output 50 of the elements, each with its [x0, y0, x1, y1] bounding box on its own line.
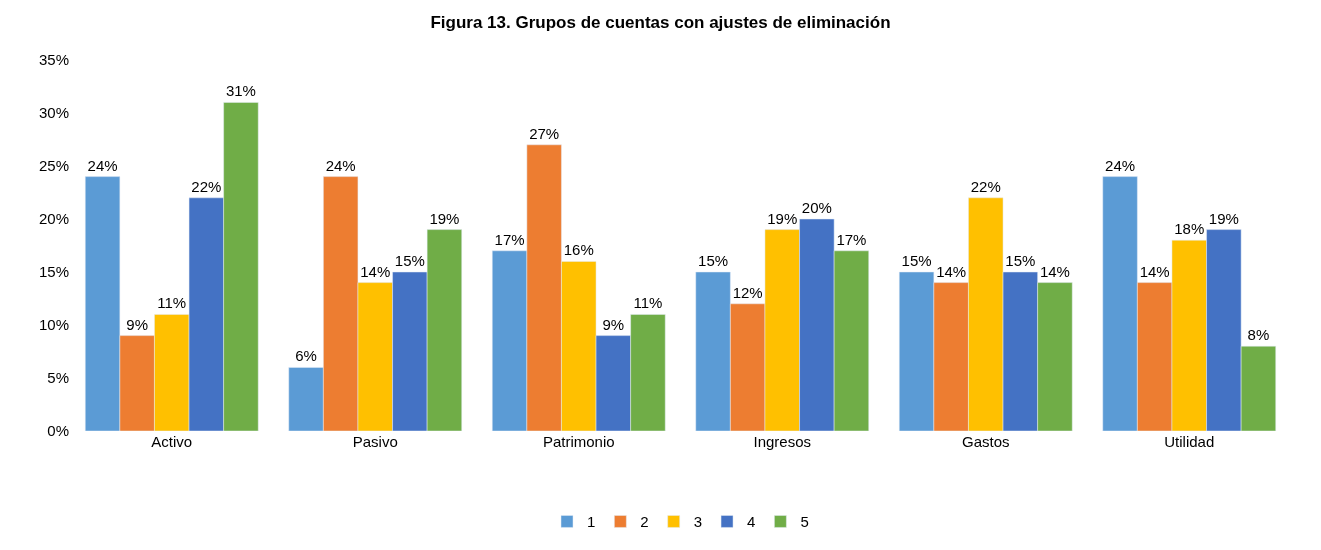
y-tick-label: 20% — [38, 210, 69, 228]
y-tick-label: 15% — [38, 263, 69, 281]
data-label: 12% — [732, 283, 763, 301]
legend-label: 1 — [587, 513, 596, 531]
data-label: 8% — [1247, 326, 1270, 344]
legend-label: 5 — [800, 513, 809, 531]
data-label: 31% — [225, 82, 256, 100]
data-label: 19% — [1208, 209, 1239, 227]
data-label: 24% — [1105, 156, 1136, 174]
legend-label: 4 — [747, 513, 756, 531]
data-label: 17% — [494, 230, 525, 248]
data-label: 15% — [901, 252, 932, 269]
chart-title: Figura 13. Grupos de cuentas con ajustes de eliminación — [430, 13, 891, 33]
y-tick-label: 0% — [47, 422, 69, 440]
y-tick-label: 30% — [38, 104, 69, 122]
data-label: 11% — [157, 294, 187, 312]
y-tick-label: 35% — [38, 51, 69, 69]
data-label: 14% — [1139, 262, 1170, 280]
data-label: 6% — [295, 347, 317, 365]
data-label: 14% — [360, 262, 391, 280]
data-label: 14% — [936, 262, 967, 280]
data-label: 27% — [529, 124, 560, 142]
x-tick-label: Activo — [151, 433, 193, 450]
data-label: 15% — [1005, 252, 1036, 269]
data-label: 19% — [767, 209, 798, 227]
legend-label: 3 — [693, 513, 703, 531]
data-label: 11% — [633, 294, 663, 312]
x-tick-label: Pasivo — [352, 433, 398, 450]
data-label: 18% — [1174, 220, 1205, 238]
x-tick-label: Utilidad — [1164, 433, 1215, 450]
data-label: 15% — [698, 252, 729, 269]
x-tick-label: Patrimonio — [542, 433, 615, 450]
data-label: 17% — [836, 230, 867, 248]
data-label: 24% — [325, 156, 356, 174]
data-label: 24% — [87, 156, 118, 174]
data-label: 19% — [429, 209, 460, 227]
x-tick-label: Gastos — [961, 433, 1010, 450]
y-tick-label: 5% — [47, 369, 69, 387]
data-label: 9% — [126, 315, 148, 333]
y-tick-label: 10% — [38, 316, 69, 334]
data-label: 16% — [563, 241, 594, 259]
y-tick-label: 25% — [38, 157, 69, 175]
data-label: 22% — [970, 177, 1001, 195]
legend-label: 2 — [640, 513, 649, 531]
data-label: 22% — [191, 177, 222, 195]
data-label: 20% — [801, 199, 832, 216]
data-label: 9% — [602, 315, 625, 333]
data-label: 15% — [394, 252, 425, 269]
x-tick-label: Ingresos — [753, 433, 812, 450]
data-label: 14% — [1039, 262, 1070, 280]
